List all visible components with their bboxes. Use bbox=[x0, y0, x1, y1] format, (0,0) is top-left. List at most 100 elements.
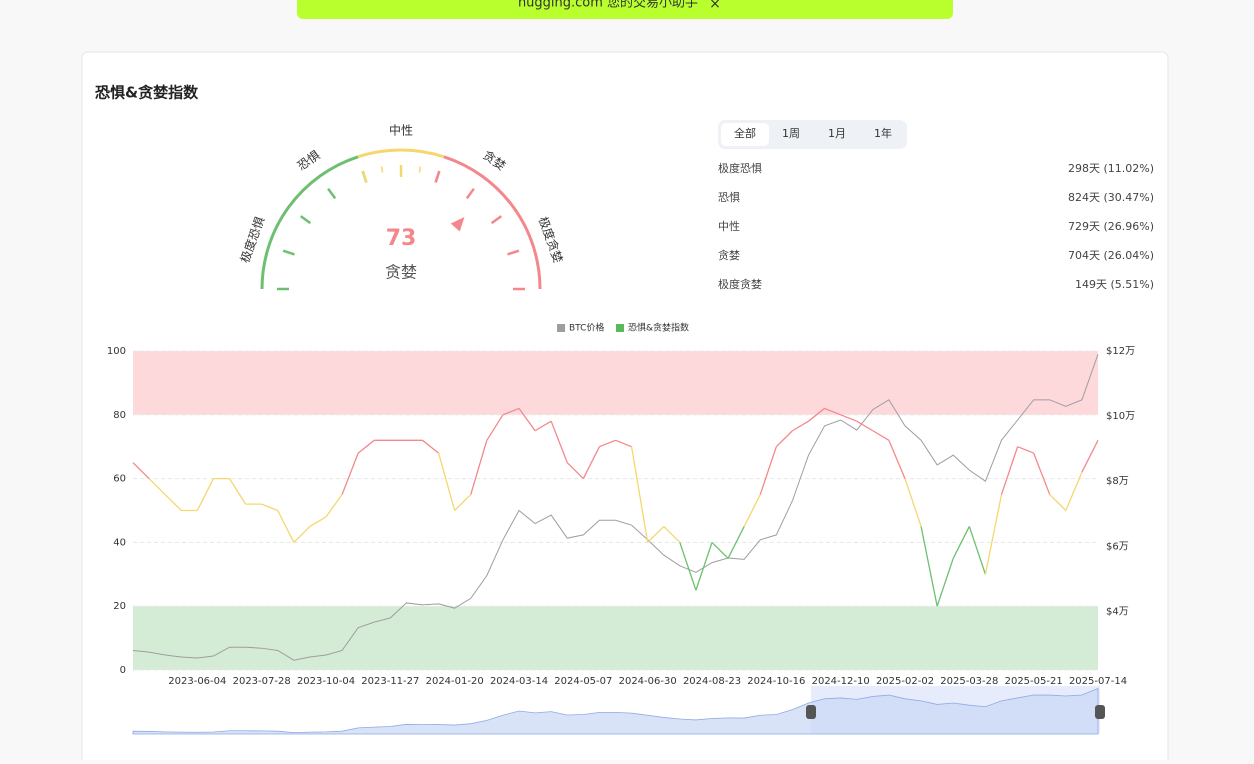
index-line-segment bbox=[550, 420, 568, 463]
legend-label[interactable]: BTC价格 bbox=[569, 322, 604, 334]
index-line-segment bbox=[840, 414, 857, 422]
gauge-tick bbox=[327, 187, 337, 200]
y2-tick-label: $4万 bbox=[1106, 606, 1129, 617]
stat-value: 149天 (5.51%) bbox=[1075, 278, 1154, 291]
index-line-segment bbox=[261, 503, 278, 512]
x-tick-label: 2025-05-21 bbox=[1005, 676, 1063, 687]
index-line-segment bbox=[679, 542, 697, 591]
index-line-segment bbox=[1065, 471, 1083, 511]
index-line-segment bbox=[599, 439, 616, 448]
tab[interactable]: 1年 bbox=[874, 126, 892, 140]
y2-tick-label: $10万 bbox=[1106, 411, 1135, 422]
navigator-area bbox=[132, 687, 1099, 735]
x-tick-label: 2024-05-07 bbox=[554, 676, 612, 687]
index-line-segment bbox=[663, 525, 681, 543]
index-line-segment bbox=[1081, 440, 1099, 473]
index-line-segment bbox=[422, 439, 439, 454]
tab[interactable]: 1月 bbox=[828, 127, 846, 140]
x-tick-label: 2023-10-04 bbox=[297, 676, 355, 687]
stat-value: 824天 (30.47%) bbox=[1068, 191, 1154, 204]
index-line-segment bbox=[968, 526, 987, 575]
gauge-arc bbox=[357, 148, 445, 159]
gauge-value: 73 bbox=[386, 226, 417, 251]
y-tick-label: 20 bbox=[113, 601, 126, 612]
y-tick-label: 0 bbox=[120, 665, 126, 676]
gauge-tick bbox=[434, 170, 441, 183]
gauge-tick bbox=[361, 170, 368, 183]
index-line-segment bbox=[566, 462, 584, 480]
zone-band bbox=[133, 606, 1098, 670]
x-tick-label: 2023-11-27 bbox=[361, 676, 419, 687]
card-title: 恐惧&贪婪指数 bbox=[95, 84, 199, 102]
index-line-segment bbox=[1000, 446, 1019, 495]
index-line-segment bbox=[647, 525, 665, 543]
gauge-tick bbox=[299, 215, 312, 225]
index-line-segment bbox=[872, 430, 890, 441]
index-line-segment bbox=[711, 541, 729, 559]
index-line-segment bbox=[1049, 494, 1067, 511]
navigator-handle[interactable] bbox=[806, 705, 816, 719]
x-tick-label: 2024-08-23 bbox=[683, 676, 741, 687]
tab[interactable]: 全部 bbox=[734, 126, 756, 140]
x-tick-label: 2024-01-20 bbox=[426, 676, 484, 687]
index-line-segment bbox=[888, 440, 906, 479]
navigator-handle[interactable] bbox=[1095, 705, 1105, 719]
legend-swatch[interactable] bbox=[557, 324, 565, 332]
gauge-tick bbox=[282, 249, 295, 256]
gauge-tick bbox=[465, 187, 475, 200]
stat-value: 729天 (26.96%) bbox=[1068, 220, 1154, 233]
y-tick-label: 60 bbox=[113, 474, 126, 485]
index-line-segment bbox=[904, 478, 922, 527]
y-tick-label: 100 bbox=[107, 346, 126, 357]
index-line-segment bbox=[615, 439, 632, 448]
index-line-segment bbox=[984, 494, 1003, 575]
index-line-segment bbox=[341, 452, 359, 495]
x-tick-label: 2025-02-02 bbox=[876, 676, 934, 687]
banner-close[interactable]: × bbox=[709, 0, 721, 12]
gauge-tick bbox=[418, 166, 422, 173]
x-tick-label: 2024-12-10 bbox=[812, 676, 870, 687]
y-tick-label: 40 bbox=[113, 537, 126, 548]
gauge-tick bbox=[507, 249, 520, 256]
index-line-segment bbox=[309, 516, 327, 528]
x-tick-label: 2023-06-04 bbox=[168, 676, 226, 687]
index-line-segment bbox=[743, 494, 761, 527]
x-tick-label: 2025-03-28 bbox=[940, 676, 998, 687]
y2-tick-label: $8万 bbox=[1106, 476, 1129, 487]
stat-value: 704天 (26.04%) bbox=[1068, 249, 1154, 262]
index-line-segment bbox=[357, 439, 375, 454]
index-line-segment bbox=[792, 420, 809, 432]
legend-label[interactable]: 恐惧&贪婪指数 bbox=[628, 322, 689, 334]
btc-line bbox=[132, 354, 1099, 661]
tab[interactable]: 1周 bbox=[782, 127, 800, 140]
y2-tick-label: $6万 bbox=[1106, 541, 1129, 552]
stat-name: 贪婪 bbox=[718, 248, 740, 262]
index-line-segment bbox=[277, 510, 295, 543]
index-line-segment bbox=[630, 446, 649, 543]
stat-name: 中性 bbox=[718, 219, 740, 233]
index-line-segment bbox=[759, 446, 777, 495]
index-line-segment bbox=[775, 430, 793, 448]
gauge-zone-label: 中性 bbox=[389, 123, 413, 138]
gauge-arc bbox=[260, 155, 359, 290]
banner bbox=[297, 0, 953, 19]
index-line-segment bbox=[518, 408, 536, 432]
index-line-segment bbox=[856, 420, 874, 432]
index-line-segment bbox=[695, 542, 713, 591]
legend-swatch[interactable] bbox=[616, 324, 624, 332]
y2-tick-label: $12万 bbox=[1106, 346, 1135, 357]
index-line-segment bbox=[132, 462, 150, 480]
gauge-pointer bbox=[450, 216, 465, 232]
index-line-segment bbox=[920, 526, 938, 607]
stat-name: 恐惧 bbox=[718, 190, 740, 204]
index-line-segment bbox=[164, 494, 182, 511]
index-line-segment bbox=[437, 452, 456, 511]
stat-value: 298天 (11.02%) bbox=[1068, 162, 1154, 175]
index-line-segment bbox=[1017, 446, 1034, 454]
index-line-segment bbox=[486, 414, 504, 441]
x-tick-label: 2024-10-16 bbox=[747, 676, 805, 687]
gauge-tick bbox=[380, 166, 384, 173]
x-tick-label: 2024-03-14 bbox=[490, 676, 548, 687]
tab-active bbox=[721, 123, 769, 146]
